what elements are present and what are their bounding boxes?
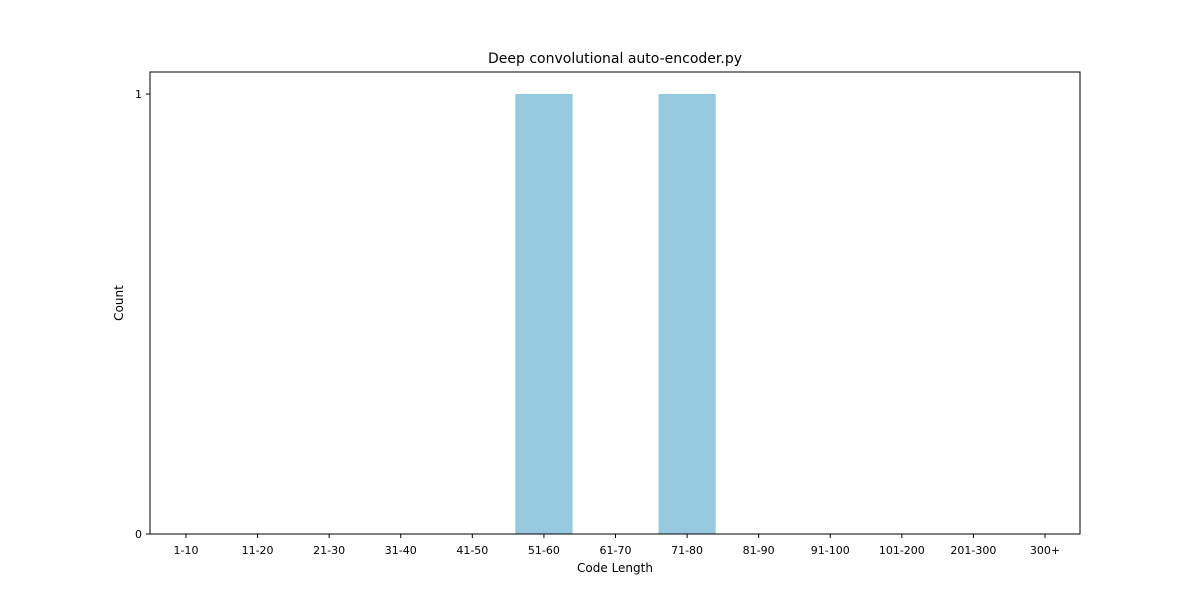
bars-layer xyxy=(515,94,716,534)
x-tick-label: 101-200 xyxy=(879,544,925,557)
x-tick-label: 31-40 xyxy=(385,544,417,557)
bar-51-60 xyxy=(515,94,573,534)
x-tick-label: 51-60 xyxy=(528,544,560,557)
x-tick-label: 81-90 xyxy=(743,544,775,557)
x-tick-label: 71-80 xyxy=(671,544,703,557)
y-tick-label: 0 xyxy=(135,528,142,541)
x-axis-label: Code Length xyxy=(577,561,653,575)
x-tick-label: 1-10 xyxy=(174,544,199,557)
y-ticks-layer: 01 xyxy=(135,88,150,541)
y-axis-label: Count xyxy=(112,285,126,321)
y-tick-label: 1 xyxy=(135,88,142,101)
x-tick-label: 11-20 xyxy=(242,544,274,557)
chart-title: Deep convolutional auto-encoder.py xyxy=(488,51,742,67)
x-tick-label: 91-100 xyxy=(811,544,850,557)
x-tick-label: 21-30 xyxy=(313,544,345,557)
x-tick-label: 201-300 xyxy=(950,544,996,557)
x-ticks-layer: 1-10 11-20 21-30 31-40 41-50 51-60 61-70 71-80 8… xyxy=(174,534,1060,557)
bar-71-80 xyxy=(658,94,716,534)
x-tick-label: 300+ xyxy=(1030,544,1060,557)
x-tick-label: 41-50 xyxy=(456,544,488,557)
x-tick-label: 61-70 xyxy=(600,544,632,557)
